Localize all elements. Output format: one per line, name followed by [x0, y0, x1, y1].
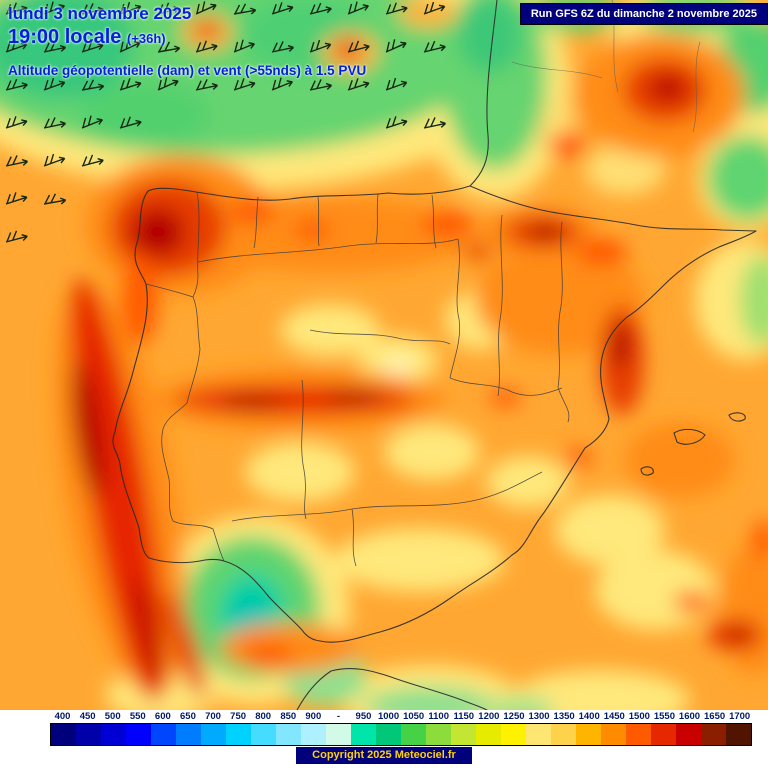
forecast-time: 19:00 locale (+36h): [8, 26, 366, 49]
copyright-row: Copyright 2025 Meteociel.fr: [0, 747, 768, 764]
legend-color-cell: [451, 724, 476, 745]
legend-value-label: 550: [129, 711, 146, 722]
legend-color-cell: [151, 724, 176, 745]
forecast-date: lundi 3 novembre 2025: [8, 4, 192, 23]
legend-color-cell: [551, 724, 576, 745]
legend-color-cell: [576, 724, 601, 745]
copyright: Copyright 2025 Meteociel.fr: [296, 747, 472, 764]
legend-value-label: 1450: [603, 711, 625, 722]
weather-map-canvas: [0, 0, 768, 710]
forecast-time-main: 19:00 locale: [8, 25, 122, 48]
coastline-layer: [112, 0, 757, 710]
legend-value-label: -: [336, 711, 340, 722]
legend-color-cell: [301, 724, 326, 745]
map-area[interactable]: lundi 3 novembre 2025 19:00 locale (+36h…: [0, 0, 768, 710]
legend-color-cell: [726, 724, 751, 745]
legend-value-label: 1500: [628, 711, 650, 722]
legend-color-cell: [626, 724, 651, 745]
legend-color-cell: [426, 724, 451, 745]
legend-color-cell: [251, 724, 276, 745]
legend-color-bar: [50, 723, 752, 746]
legend-color-cell: [526, 724, 551, 745]
legend-color-cell: [76, 724, 101, 745]
forecast-time-offset: (+36h): [126, 30, 166, 46]
legend-value-label: 1550: [653, 711, 675, 722]
legend-value-label: 1250: [503, 711, 525, 722]
legend-value-label: 1700: [729, 711, 751, 722]
legend-value-label: 1050: [403, 711, 425, 722]
legend-value-label: 450: [79, 711, 96, 722]
legend-value-label: 1000: [377, 711, 400, 722]
legend-color-cell: [351, 724, 376, 745]
legend-value-labels: 400 450 500 550 600 650 700 750 800 850 900 - 950 100…: [50, 711, 752, 722]
legend-color-cell: [701, 724, 726, 745]
legend-value-label: 1100: [428, 711, 450, 722]
legend-value-label: 400: [54, 711, 71, 722]
legend-value-label: 850: [280, 711, 297, 722]
legend-value-label: 600: [154, 711, 171, 722]
legend-color-cell: [201, 724, 226, 745]
legend-value-label: 1300: [528, 711, 550, 722]
legend-value-label: 950: [355, 711, 372, 722]
map-subtitle: Altitude géopotentielle (dam) et vent (>…: [8, 62, 367, 78]
legend-color-cell: [101, 724, 126, 745]
border-layer: [145, 191, 570, 567]
map-header: lundi 3 novembre 2025 19:00 locale (+36h…: [8, 4, 366, 78]
legend-color-cell: [401, 724, 426, 745]
legend: 400 450 500 550 600 650 700 750 800 850 900 - 950 100…: [0, 711, 768, 769]
legend-value-label: 1600: [678, 711, 701, 722]
legend-value-label: 1400: [578, 711, 600, 722]
legend-color-cell: [126, 724, 151, 745]
legend-color-cell: [176, 724, 201, 745]
legend-color-cell: [676, 724, 701, 745]
legend-color-cell: [276, 724, 301, 745]
legend-value-label: 700: [205, 711, 221, 722]
legend-color-cell: [226, 724, 251, 745]
legend-color-cell: [326, 724, 351, 745]
legend-color-cell: [651, 724, 676, 745]
run-info-box: Run GFS 6Z du dimanche 2 novembre 2025: [519, 3, 768, 25]
legend-color-cell: [376, 724, 401, 745]
legend-value-label: 500: [104, 711, 121, 722]
legend-value-label: 750: [230, 711, 247, 722]
legend-value-label: 1150: [453, 711, 475, 722]
legend-color-cell: [51, 724, 76, 745]
legend-value-label: 1650: [704, 711, 726, 722]
legend-color-cell: [476, 724, 501, 745]
legend-color-cell: [601, 724, 626, 745]
legend-value-label: 900: [305, 711, 322, 722]
legend-value-label: 800: [255, 711, 272, 722]
legend-value-label: 650: [180, 711, 196, 722]
legend-value-label: 1350: [553, 711, 575, 722]
legend-color-cell: [501, 724, 526, 745]
legend-value-label: 1200: [478, 711, 500, 722]
